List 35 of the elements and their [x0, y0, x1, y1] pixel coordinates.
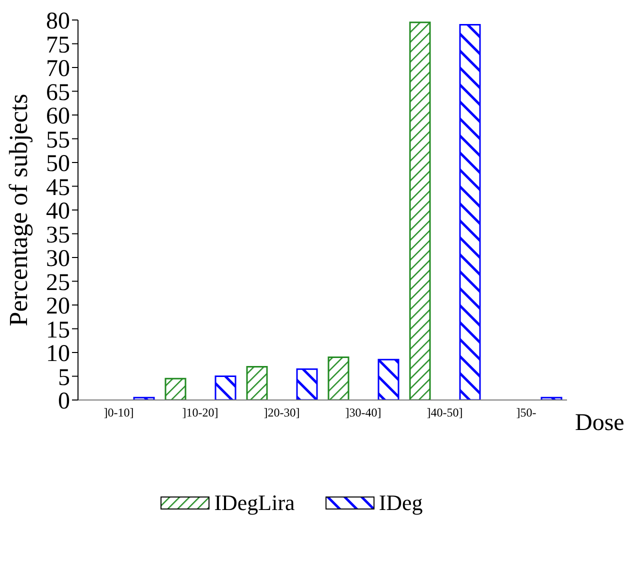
y-tick-label: 5 — [58, 364, 70, 391]
y-tick-label: 40 — [46, 198, 70, 225]
x-tick-label: ]20-30] — [264, 406, 300, 420]
y-tick-label: 70 — [46, 56, 70, 82]
bar — [328, 356, 350, 400]
y-tick-label: 80 — [46, 8, 70, 35]
x-tick-label: ]50- — [516, 406, 536, 420]
x-axis-title: Dose — [575, 410, 624, 436]
y-tick-label: 0 — [58, 388, 70, 415]
y-tick-label: 45 — [46, 174, 70, 201]
bar — [296, 368, 318, 400]
y-axis-title: Percentage of subjects — [4, 94, 34, 326]
bar — [409, 22, 431, 400]
y-tick-label: 75 — [46, 32, 70, 58]
bar — [459, 24, 481, 400]
x-tick-label: ]40-50] — [426, 406, 463, 420]
y-tick-label: 30 — [46, 246, 70, 272]
y-tick-label: 65 — [46, 80, 70, 106]
y-tick-label: 20 — [46, 294, 70, 320]
y-tick-label: 50 — [46, 151, 70, 178]
bar — [164, 378, 186, 400]
x-tick-label: ]0-10] — [104, 406, 134, 420]
y-tick-label: 55 — [46, 127, 70, 154]
bar — [378, 358, 400, 400]
x-tick-label: ]30-40] — [345, 406, 382, 420]
x-tick-label: ]10-20] — [182, 406, 218, 420]
y-tick-label: 10 — [46, 341, 70, 368]
legend-label: IDegLira — [214, 490, 295, 516]
legend-label: IDeg — [378, 490, 423, 516]
y-tick-label: 60 — [46, 104, 70, 130]
bar — [246, 366, 268, 400]
y-tick-label: 25 — [46, 270, 70, 296]
y-tick-label: 35 — [46, 222, 70, 248]
bar — [214, 376, 236, 400]
y-tick-label: 15 — [46, 317, 70, 344]
